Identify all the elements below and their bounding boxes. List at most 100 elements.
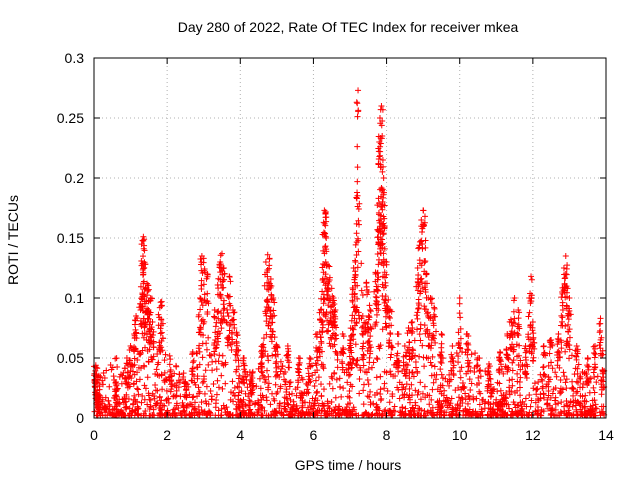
data-point bbox=[465, 412, 472, 419]
data-point bbox=[450, 362, 457, 369]
data-point bbox=[387, 307, 394, 313]
data-point bbox=[362, 328, 369, 335]
data-point bbox=[429, 386, 436, 393]
data-point bbox=[132, 345, 139, 352]
data-point bbox=[524, 363, 531, 370]
data-point bbox=[378, 395, 385, 402]
data-point bbox=[359, 331, 366, 338]
data-point bbox=[141, 236, 148, 243]
data-point bbox=[386, 339, 393, 346]
data-point bbox=[585, 363, 592, 370]
data-point bbox=[268, 338, 275, 345]
data-point bbox=[455, 394, 462, 401]
data-point bbox=[161, 377, 168, 384]
data-point bbox=[320, 365, 327, 372]
data-point bbox=[91, 408, 98, 415]
data-point bbox=[567, 398, 574, 405]
data-point bbox=[132, 396, 139, 403]
data-point bbox=[195, 345, 202, 352]
data-point bbox=[101, 403, 108, 409]
data-point bbox=[328, 373, 335, 380]
data-point bbox=[449, 343, 456, 349]
data-point bbox=[577, 406, 584, 413]
data-point bbox=[380, 175, 387, 181]
data-point bbox=[529, 357, 536, 364]
data-point bbox=[330, 412, 337, 419]
data-point bbox=[135, 386, 142, 393]
data-point bbox=[575, 379, 582, 386]
data-point bbox=[257, 360, 264, 367]
data-point bbox=[241, 380, 248, 387]
data-point bbox=[157, 412, 164, 419]
data-point bbox=[528, 397, 535, 404]
data-point bbox=[570, 392, 577, 399]
data-point bbox=[377, 373, 384, 380]
data-point bbox=[438, 371, 445, 378]
data-point bbox=[411, 337, 418, 344]
data-point bbox=[503, 390, 510, 397]
data-point bbox=[514, 402, 521, 409]
data-point bbox=[360, 362, 367, 369]
data-point bbox=[116, 396, 123, 403]
data-point bbox=[258, 412, 265, 419]
data-point bbox=[173, 402, 180, 409]
data-point bbox=[265, 380, 272, 387]
data-point bbox=[343, 369, 350, 376]
data-point bbox=[344, 379, 351, 386]
data-point bbox=[379, 244, 386, 251]
data-point bbox=[511, 315, 518, 322]
data-point bbox=[584, 355, 591, 361]
data-point bbox=[439, 331, 446, 338]
data-point bbox=[517, 366, 524, 373]
data-point bbox=[252, 400, 259, 407]
data-point bbox=[331, 341, 338, 348]
data-point bbox=[193, 350, 200, 357]
data-point bbox=[415, 271, 422, 278]
data-point bbox=[473, 395, 480, 402]
data-point bbox=[199, 302, 206, 309]
data-point bbox=[431, 363, 438, 370]
data-point bbox=[416, 242, 423, 249]
data-point bbox=[267, 276, 274, 283]
data-point bbox=[207, 387, 214, 394]
data-point bbox=[215, 315, 222, 322]
data-point bbox=[304, 386, 311, 393]
data-point bbox=[380, 213, 387, 220]
data-point bbox=[271, 299, 278, 306]
data-point bbox=[442, 375, 449, 382]
data-point bbox=[200, 320, 207, 327]
data-point bbox=[597, 320, 604, 327]
data-point bbox=[383, 323, 390, 330]
data-point bbox=[397, 408, 404, 415]
data-point bbox=[563, 411, 570, 418]
data-point bbox=[547, 412, 554, 419]
data-point bbox=[144, 374, 151, 381]
data-point bbox=[110, 411, 117, 418]
data-point bbox=[582, 392, 589, 399]
data-point bbox=[179, 399, 186, 406]
data-point bbox=[93, 399, 100, 406]
data-point bbox=[413, 312, 420, 319]
data-point bbox=[231, 384, 238, 391]
data-point bbox=[395, 368, 402, 375]
data-point bbox=[269, 328, 276, 335]
data-point bbox=[417, 325, 424, 332]
data-point bbox=[277, 368, 284, 375]
data-point bbox=[183, 403, 190, 410]
data-point bbox=[234, 383, 241, 390]
data-point bbox=[526, 309, 533, 316]
data-point bbox=[592, 401, 599, 408]
data-point bbox=[265, 286, 272, 293]
data-point bbox=[428, 372, 435, 379]
data-point bbox=[393, 364, 400, 371]
data-point bbox=[218, 372, 225, 379]
data-point bbox=[382, 279, 389, 286]
data-point bbox=[215, 328, 222, 335]
data-point bbox=[319, 400, 326, 407]
data-point bbox=[114, 363, 121, 370]
data-point bbox=[381, 385, 388, 392]
data-point bbox=[235, 363, 242, 370]
data-point bbox=[356, 200, 363, 207]
data-point bbox=[323, 235, 330, 241]
x-tick-label: 2 bbox=[163, 427, 171, 443]
